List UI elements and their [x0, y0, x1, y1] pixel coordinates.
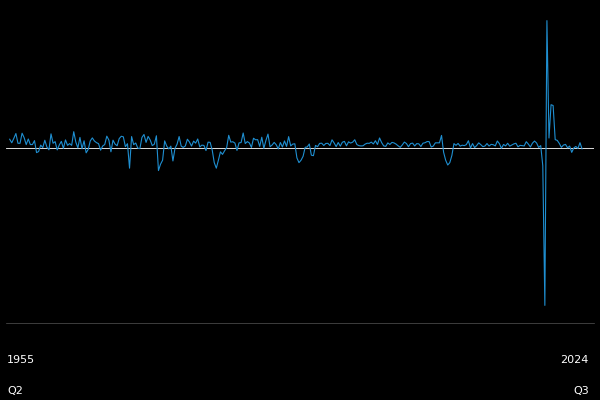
Text: 2024: 2024	[560, 354, 589, 364]
Text: Q3: Q3	[573, 386, 589, 396]
Text: 1955: 1955	[7, 354, 35, 364]
Text: Q2: Q2	[7, 386, 23, 396]
